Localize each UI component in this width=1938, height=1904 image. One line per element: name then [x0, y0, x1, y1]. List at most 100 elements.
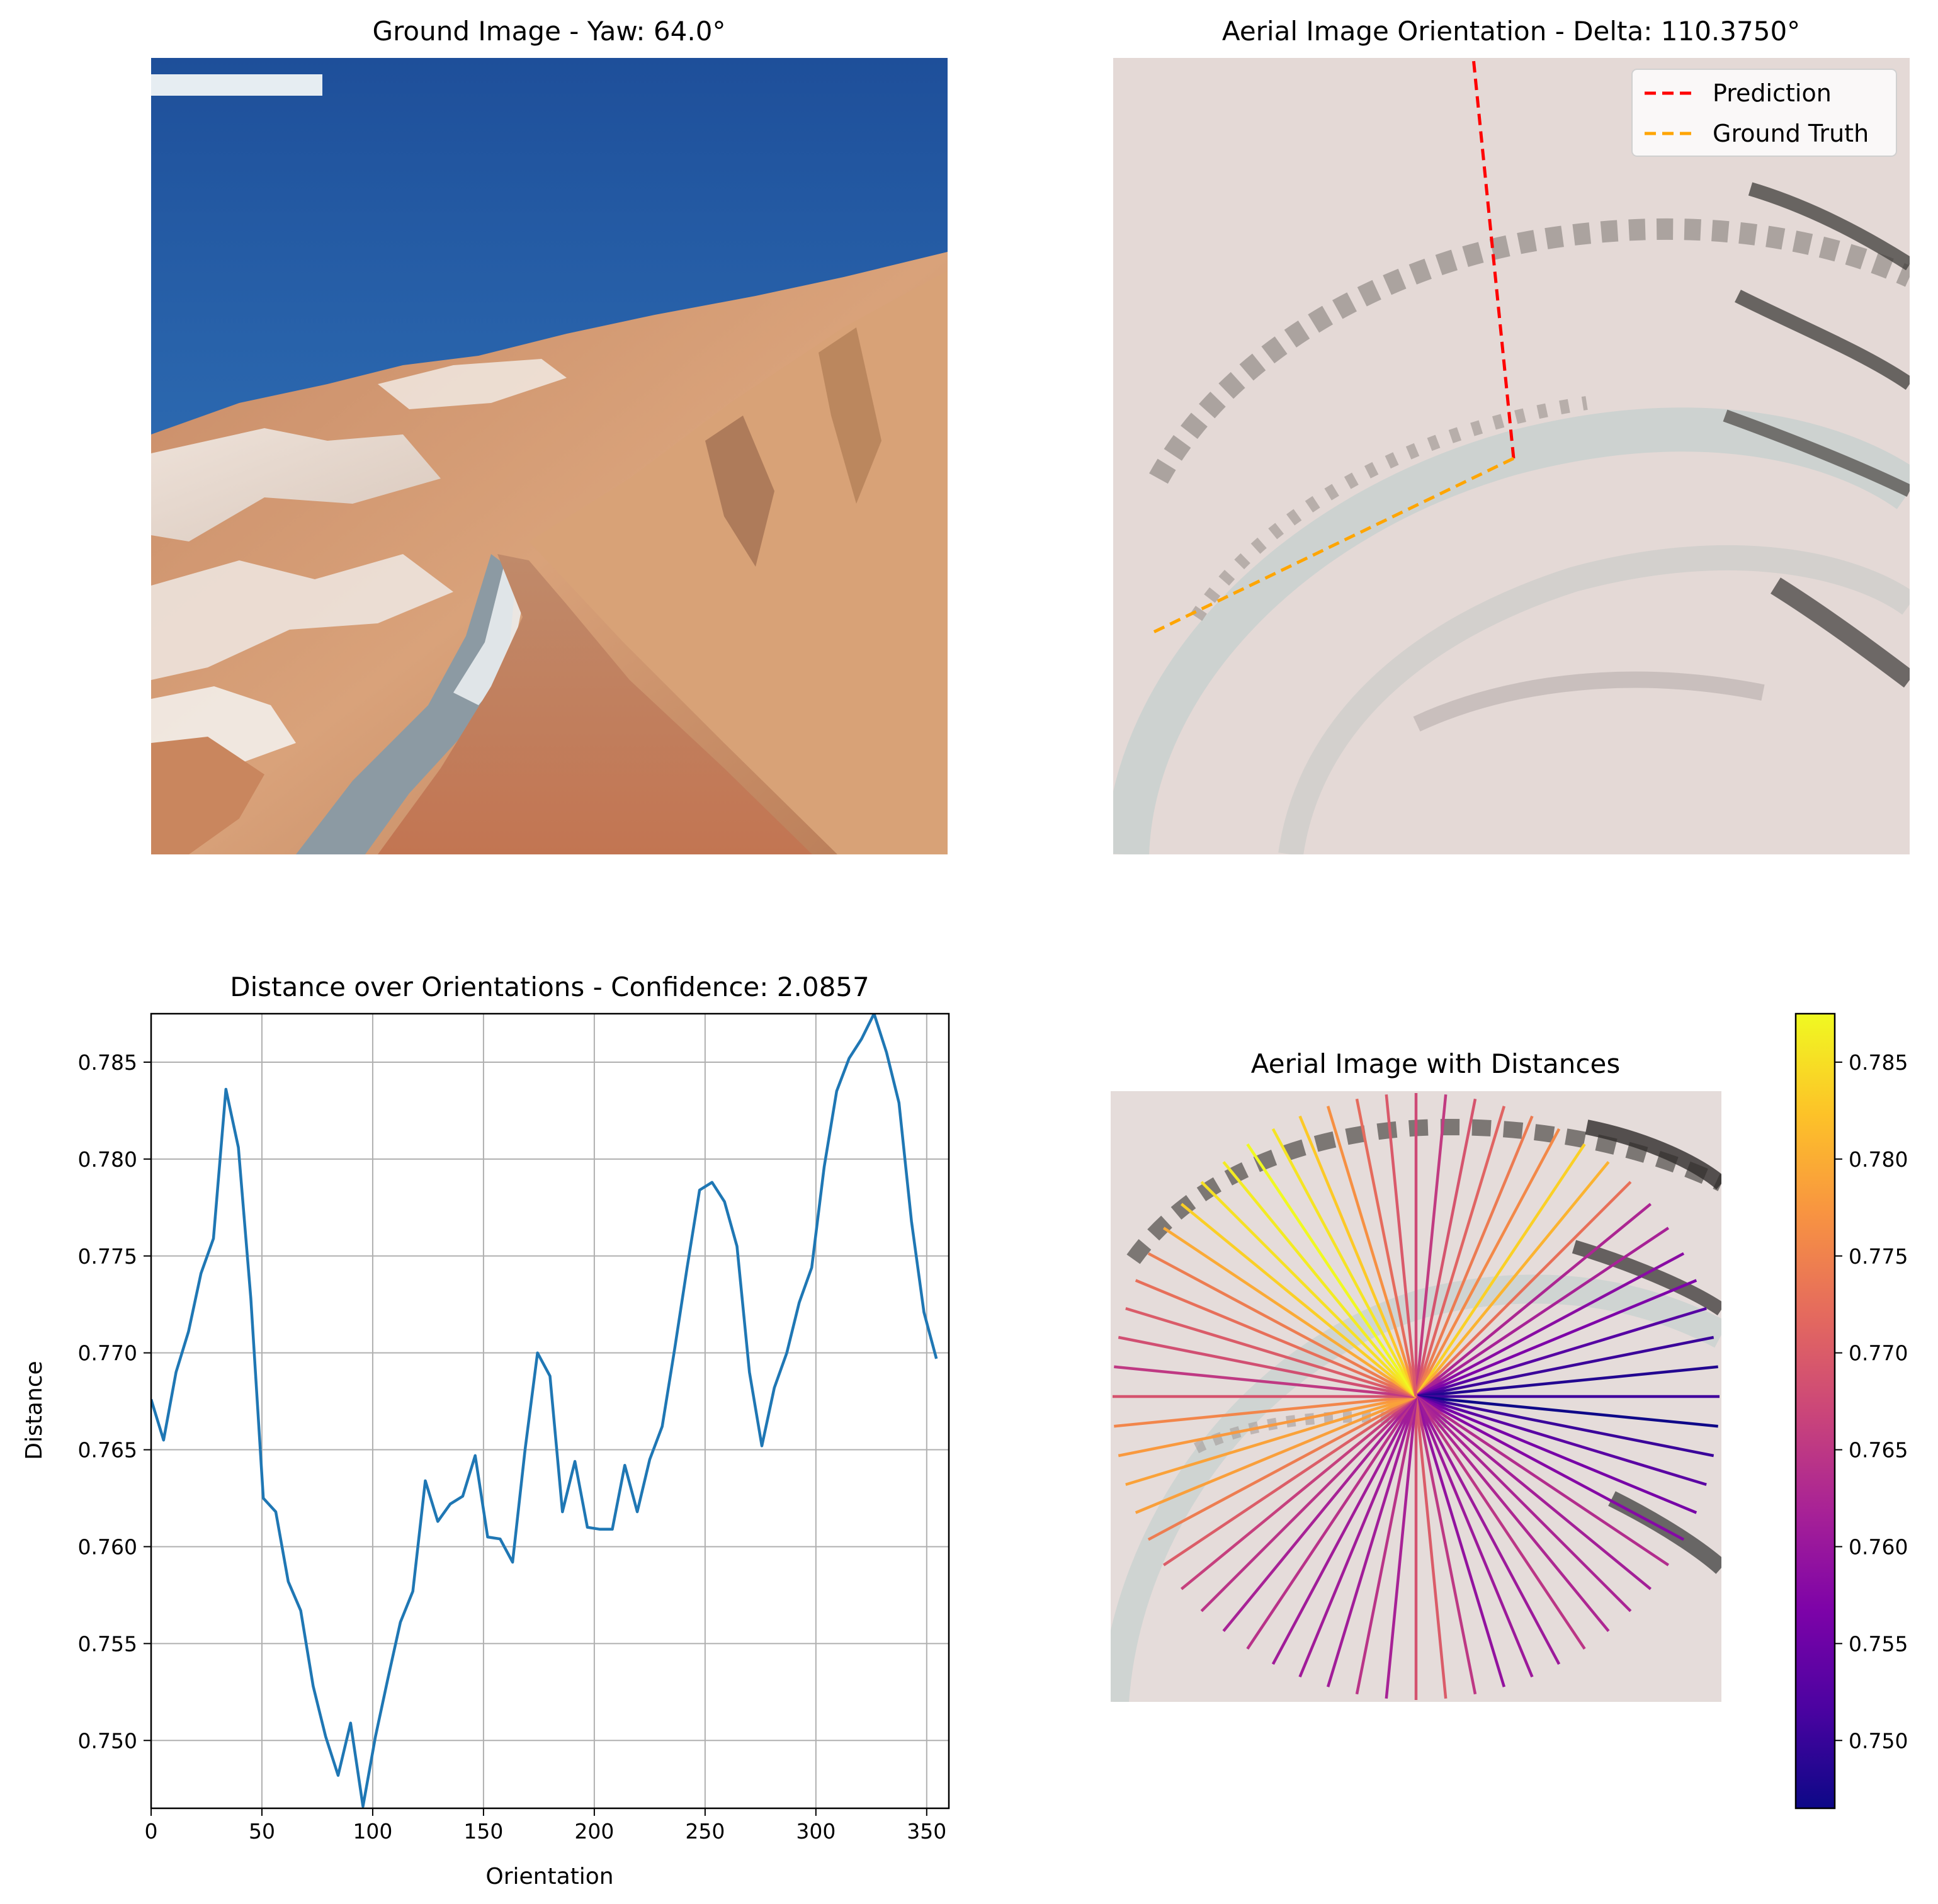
- distance-line-chart: 0 50 100 150 200 250 300 350 0.750 0.755 0.760 0.76…: [21, 1012, 950, 1890]
- colorbar-tick-label: 0.765: [1849, 1438, 1908, 1463]
- distance-ray: [1147, 1395, 1417, 1541]
- distance-ray: [1415, 1128, 1561, 1398]
- distance-ray: [1355, 1396, 1418, 1695]
- distance-ray: [1271, 1395, 1417, 1665]
- distance-ray: [1415, 1395, 1610, 1633]
- distance-ray: [1385, 1396, 1418, 1699]
- colorbar-tick-label: 0.770: [1849, 1341, 1908, 1366]
- distance-ray: [1414, 1098, 1477, 1397]
- distance-ray: [1415, 1279, 1697, 1398]
- y-axis-label: Distance: [21, 1361, 47, 1459]
- distance-ray: [1135, 1279, 1417, 1398]
- distance-ray: [1414, 1115, 1534, 1397]
- distance-series-line: [151, 1014, 938, 1808]
- distance-ray: [1298, 1115, 1418, 1397]
- distance-ray: [1385, 1094, 1418, 1397]
- y-tick-label: 0.760: [78, 1534, 137, 1559]
- series: [151, 1014, 938, 1808]
- distance-ray: [1222, 1395, 1417, 1633]
- distance-ray: [1271, 1128, 1417, 1398]
- colorbar-tick-label: 0.780: [1849, 1147, 1908, 1172]
- distance-ray: [1125, 1306, 1417, 1398]
- aerial-legend: Prediction Ground Truth: [1631, 69, 1897, 157]
- distance-ray: [1415, 1181, 1632, 1398]
- y-tick-label: 0.765: [78, 1438, 137, 1463]
- x-tick-label: 150: [463, 1819, 503, 1844]
- legend-ground-truth-label: Ground Truth: [1713, 120, 1869, 147]
- distance-chart-title: Distance over Orientations - Confidence:…: [230, 972, 869, 1002]
- x-tick-label: 200: [574, 1819, 614, 1844]
- distance-ray: [1415, 1395, 1586, 1650]
- distance-ray: [1415, 1335, 1714, 1398]
- distance-ray: [1200, 1181, 1417, 1398]
- x-tick-label: 100: [353, 1819, 392, 1844]
- distance-ray: [1180, 1395, 1417, 1590]
- x-tick-label: 350: [907, 1819, 946, 1844]
- distance-ray: [1180, 1203, 1417, 1398]
- distance-ray: [1414, 1106, 1506, 1397]
- y-tick-label: 0.780: [78, 1147, 137, 1172]
- distance-ray: [1415, 1306, 1707, 1398]
- distance-ray: [1415, 1395, 1697, 1514]
- colorbar-tick-label: 0.755: [1849, 1631, 1908, 1656]
- colorbar-gradient: [1794, 1012, 1836, 1810]
- y-tick-label: 0.750: [78, 1728, 137, 1753]
- distance-ray: [1162, 1395, 1417, 1567]
- colorbar-tick-label: 0.760: [1849, 1534, 1908, 1559]
- colorbar-ticks: 0.750 0.755 0.760 0.765 0.770 0.775 0.780 0.785: [1835, 1050, 1908, 1753]
- colorbar-tick-label: 0.785: [1849, 1050, 1908, 1075]
- distance-ray: [1415, 1252, 1685, 1398]
- distance-ray: [1326, 1106, 1418, 1397]
- y-tick-label: 0.770: [78, 1341, 137, 1366]
- distance-ray: [1114, 1395, 1417, 1428]
- plot-frame: [150, 1012, 950, 1810]
- distance-ray: [1415, 1395, 1652, 1590]
- distance-ray: [1415, 1395, 1685, 1541]
- distance-ray: [1246, 1395, 1417, 1650]
- distance-ray: [1135, 1395, 1417, 1514]
- x-tick-label: 50: [249, 1819, 275, 1844]
- distance-ray: [1118, 1395, 1417, 1458]
- distance-ray: [1415, 1395, 1670, 1567]
- distance-ray: [1200, 1395, 1417, 1612]
- distance-ray: [1415, 1395, 1718, 1428]
- colorbar-tick-label: 0.750: [1849, 1728, 1908, 1753]
- y-tick-label: 0.775: [78, 1244, 137, 1269]
- distance-ray: [1415, 1227, 1670, 1398]
- colorbar-tick-label: 0.775: [1849, 1244, 1908, 1269]
- distance-ray: [1415, 1160, 1610, 1398]
- distance-ray: [1415, 1395, 1714, 1458]
- distance-ray: [1162, 1227, 1417, 1398]
- x-tick-label: 250: [685, 1819, 725, 1844]
- ground-photo: [151, 58, 948, 854]
- distance-ray: [1222, 1160, 1417, 1398]
- distance-ray: [1414, 1396, 1534, 1678]
- distance-ray: [1415, 1365, 1718, 1398]
- x-axis-label: Orientation: [485, 1864, 613, 1890]
- distance-ray: [1125, 1395, 1417, 1487]
- distance-ray: [1355, 1098, 1418, 1397]
- distance-ray: [1414, 1396, 1448, 1699]
- distance-ray: [1415, 1395, 1632, 1612]
- legend-prediction-label: Prediction: [1713, 79, 1832, 107]
- distance-ray: [1326, 1396, 1418, 1687]
- y-tick-label: 0.785: [78, 1050, 137, 1075]
- distance-ray: [1415, 1395, 1561, 1665]
- aerial-orientation-title: Aerial Image Orientation - Delta: 110.37…: [1222, 16, 1800, 47]
- distance-ray: [1414, 1396, 1477, 1695]
- x-tick-label: 300: [796, 1819, 836, 1844]
- distance-ray: [1246, 1143, 1417, 1398]
- x-tick-label: 0: [145, 1819, 158, 1844]
- distance-rays: [1113, 1093, 1720, 1700]
- rays-panel-title: Aerial Image with Distances: [1251, 1048, 1620, 1079]
- ticks: 0 50 100 150 200 250 300 350 0.750 0.755 0.760 0.76…: [78, 1050, 947, 1844]
- ground-image-title: Ground Image - Yaw: 64.0°: [373, 16, 726, 47]
- distance-ray: [1147, 1252, 1417, 1398]
- distance-ray: [1298, 1396, 1418, 1678]
- distance-ray: [1414, 1396, 1506, 1687]
- distance-ray: [1118, 1335, 1417, 1398]
- prediction-line: [1471, 58, 1516, 459]
- distance-ray: [1415, 1203, 1652, 1398]
- distance-ray: [1415, 1395, 1707, 1487]
